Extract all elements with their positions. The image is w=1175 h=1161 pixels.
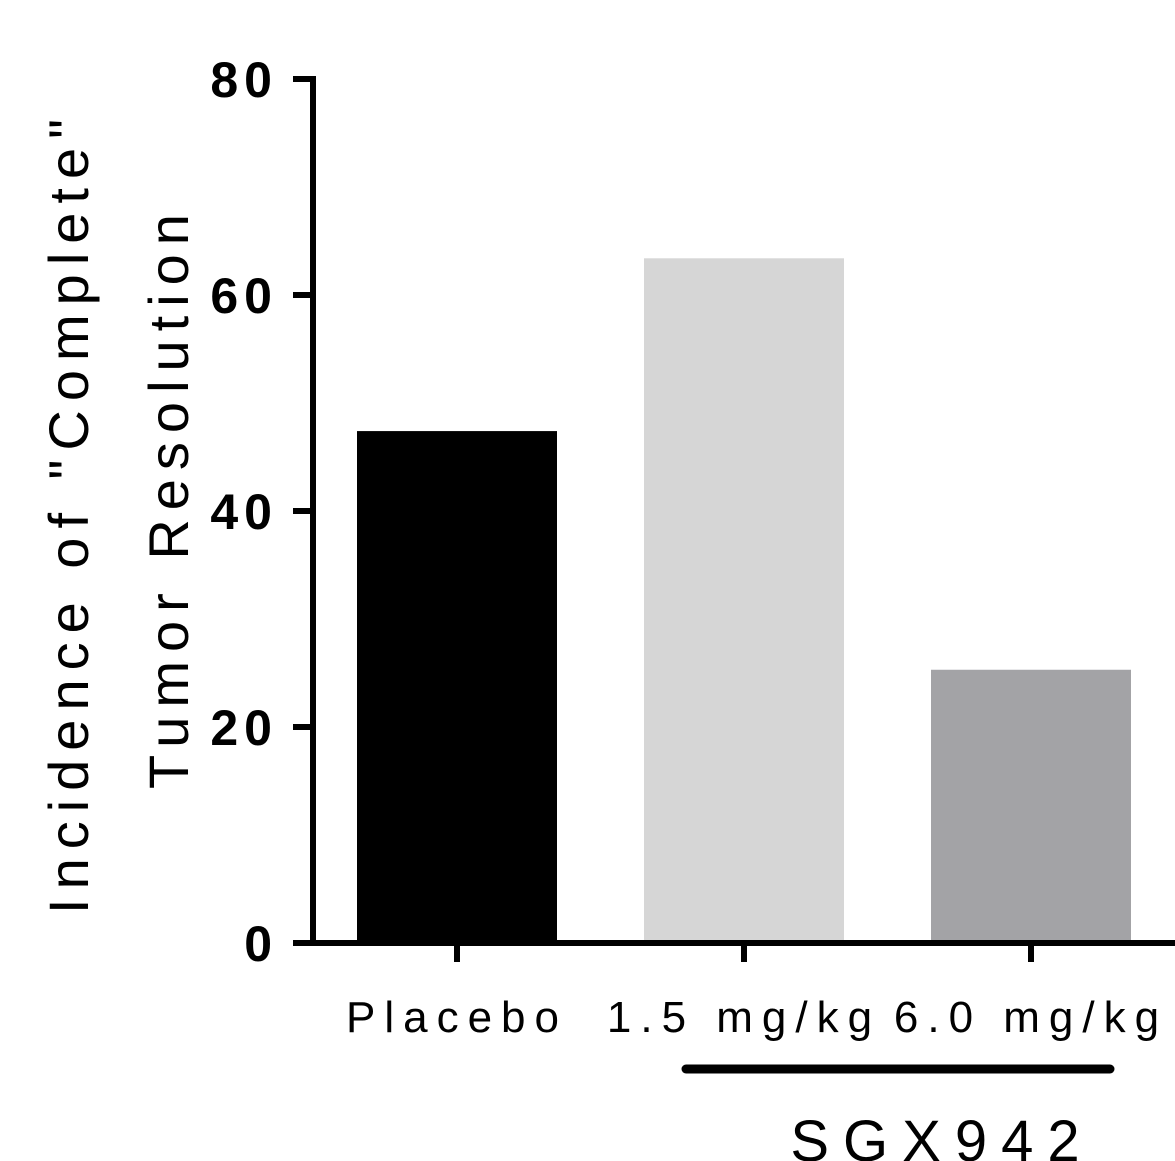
bar-1 [644, 258, 844, 943]
x-category-label: 1.5 mg/kg [607, 993, 881, 1042]
y-axis-title-line-1: Incidence of "Complete" [37, 110, 100, 914]
y-tick-label: 80 [210, 52, 278, 108]
y-axis-title-line-2: Tumor Resolution [137, 205, 200, 789]
bars [357, 258, 1131, 943]
y-axis-ticks: 0 20 40 60 80 [210, 52, 313, 972]
x-category-label: 6.0 mg/kg [894, 993, 1168, 1042]
y-tick-label: 60 [210, 268, 278, 324]
bar-2 [931, 669, 1131, 943]
bar-0 [357, 431, 557, 943]
y-tick-label: 0 [244, 916, 278, 972]
y-tick-label: 40 [210, 484, 278, 540]
group-label: SGX942 [790, 1109, 1093, 1161]
y-axis-title: Incidence of "Complete" Tumor Resolution [37, 110, 200, 914]
y-tick-label: 20 [210, 700, 278, 756]
x-axis-ticks: Placebo 1.5 mg/kg 6.0 mg/kg [346, 943, 1168, 1042]
x-category-label: Placebo [346, 993, 568, 1042]
